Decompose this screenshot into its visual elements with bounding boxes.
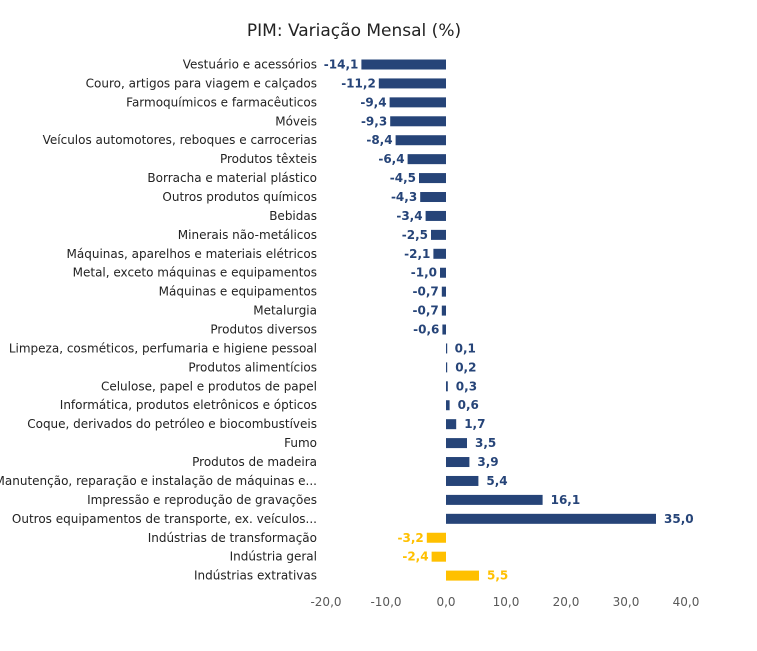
category-label: Impressão e reprodução de gravações bbox=[87, 493, 317, 507]
data-label: 5,5 bbox=[487, 569, 508, 583]
chart-title: PIM: Variação Mensal (%) bbox=[247, 21, 461, 41]
bar bbox=[446, 400, 450, 411]
x-tick-label: -10,0 bbox=[370, 595, 401, 609]
data-label: -2,4 bbox=[402, 550, 428, 564]
bar bbox=[446, 438, 467, 449]
category-label: Minerais não-metálicos bbox=[178, 228, 317, 242]
bar bbox=[442, 324, 446, 335]
x-tick-label: -20,0 bbox=[310, 595, 341, 609]
category-label: Móveis bbox=[275, 114, 317, 128]
category-label: Metalurgia bbox=[253, 304, 317, 318]
bar bbox=[446, 457, 470, 468]
bar bbox=[431, 551, 446, 562]
data-label: -4,5 bbox=[390, 171, 416, 185]
bar bbox=[425, 210, 446, 221]
bar bbox=[426, 532, 446, 543]
bar bbox=[441, 305, 446, 316]
data-label: -8,4 bbox=[366, 133, 392, 147]
data-label: -11,2 bbox=[341, 76, 376, 90]
data-label: 0,6 bbox=[458, 398, 479, 412]
category-label: Máquinas, aparelhos e materiais elétrico… bbox=[67, 247, 317, 261]
data-label: 3,9 bbox=[477, 455, 498, 469]
data-label: -9,3 bbox=[361, 114, 387, 128]
x-tick-label: 20,0 bbox=[553, 595, 580, 609]
category-label: Produtos de madeira bbox=[192, 455, 317, 469]
bar bbox=[446, 381, 448, 392]
data-label: 35,0 bbox=[664, 512, 694, 526]
data-label: -0,7 bbox=[413, 285, 439, 299]
category-label: Indústria geral bbox=[230, 550, 317, 564]
data-label: -3,4 bbox=[396, 209, 422, 223]
category-label: Manutenção, reparação e instalação de má… bbox=[0, 474, 317, 488]
category-label: Vestuário e acessórios bbox=[183, 58, 317, 72]
bar bbox=[361, 59, 446, 70]
x-tick-label: 40,0 bbox=[673, 595, 700, 609]
data-label: 0,2 bbox=[455, 360, 476, 374]
category-label: Indústrias extrativas bbox=[194, 569, 317, 583]
bar bbox=[446, 570, 479, 581]
bar bbox=[389, 97, 446, 108]
category-label: Farmoquímicos e farmacêuticos bbox=[126, 95, 317, 109]
data-label: 0,3 bbox=[456, 379, 477, 393]
category-label: Produtos diversos bbox=[210, 323, 317, 337]
category-label: Informática, produtos eletrônicos e ópti… bbox=[60, 398, 317, 412]
category-label: Fumo bbox=[284, 436, 317, 450]
category-label: Indústrias de transformação bbox=[148, 531, 317, 545]
data-label: -14,1 bbox=[324, 58, 359, 72]
bar bbox=[446, 513, 656, 524]
bar bbox=[433, 248, 446, 259]
data-label: -2,1 bbox=[404, 247, 430, 261]
data-label: -2,5 bbox=[402, 228, 428, 242]
data-label: -1,0 bbox=[411, 266, 437, 280]
data-label: -0,7 bbox=[413, 304, 439, 318]
category-label: Outros equipamentos de transporte, ex. v… bbox=[12, 512, 317, 526]
bar bbox=[446, 362, 448, 373]
bar bbox=[446, 475, 479, 486]
value-labels: -14,1 -11,2 -9,4 -9,3 -8,4 -6,4 -4,5 -4,3 -3,4 -2… bbox=[324, 58, 694, 583]
bar bbox=[420, 192, 446, 203]
category-label: Outros produtos químicos bbox=[162, 190, 317, 204]
category-label: Veículos automotores, reboques e carroce… bbox=[43, 133, 317, 147]
category-label: Celulose, papel e produtos de papel bbox=[101, 379, 317, 393]
data-label: -0,6 bbox=[413, 323, 439, 337]
bar bbox=[440, 267, 446, 278]
data-label: 5,4 bbox=[486, 474, 507, 488]
x-axis-ticks: -20,0 -10,0 0,0 10,0 20,0 30,0 40,0 bbox=[310, 595, 699, 609]
category-label: Produtos têxteis bbox=[220, 152, 317, 166]
category-label: Limpeza, cosméticos, perfumaria e higien… bbox=[9, 341, 317, 355]
data-label: -3,2 bbox=[398, 531, 424, 545]
category-label: Bebidas bbox=[269, 209, 317, 223]
data-label: 3,5 bbox=[475, 436, 496, 450]
category-label: Coque, derivados do petróleo e biocombus… bbox=[27, 417, 317, 431]
x-tick-label: 10,0 bbox=[493, 595, 520, 609]
bar bbox=[407, 154, 446, 165]
category-label: Produtos alimentícios bbox=[188, 360, 317, 374]
bar bbox=[446, 494, 543, 505]
data-label: 0,1 bbox=[455, 341, 476, 355]
category-label: Borracha e material plástico bbox=[147, 171, 317, 185]
data-label: -9,4 bbox=[360, 95, 386, 109]
data-label: 16,1 bbox=[551, 493, 581, 507]
category-label: Metal, exceto máquinas e equipamentos bbox=[73, 266, 317, 280]
category-label: Máquinas e equipamentos bbox=[159, 285, 317, 299]
bar bbox=[395, 135, 446, 146]
bar bbox=[446, 419, 457, 430]
x-tick-label: 0,0 bbox=[436, 595, 455, 609]
bar bbox=[431, 229, 446, 240]
category-label: Couro, artigos para viagem e calçados bbox=[86, 76, 317, 90]
bars bbox=[361, 59, 656, 581]
data-label: -6,4 bbox=[378, 152, 404, 166]
bar bbox=[441, 286, 446, 297]
x-tick-label: 30,0 bbox=[613, 595, 640, 609]
data-label: 1,7 bbox=[464, 417, 485, 431]
data-label: -4,3 bbox=[391, 190, 417, 204]
bar bbox=[419, 173, 446, 184]
bar bbox=[378, 78, 446, 89]
bar bbox=[446, 343, 448, 354]
category-labels: Vestuário e acessórios Couro, artigos par… bbox=[0, 58, 317, 583]
bar bbox=[390, 116, 446, 127]
